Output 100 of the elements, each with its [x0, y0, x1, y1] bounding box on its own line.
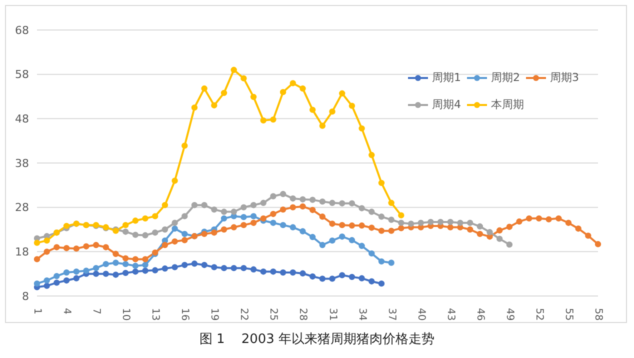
- point: [122, 228, 129, 235]
- point: [329, 220, 336, 227]
- point: [388, 216, 394, 223]
- point: [300, 85, 306, 92]
- y-tick-label: 68: [15, 24, 29, 37]
- point: [44, 248, 50, 255]
- point: [260, 117, 266, 124]
- point: [348, 274, 356, 280]
- point: [112, 272, 119, 278]
- point: [358, 222, 365, 229]
- legend-label: 周期1: [432, 70, 461, 85]
- point: [280, 222, 286, 228]
- point: [319, 122, 326, 129]
- point: [73, 275, 80, 282]
- point: [182, 262, 188, 268]
- point: [506, 241, 513, 248]
- y-tick-label: 48: [15, 112, 29, 126]
- point: [418, 220, 424, 226]
- point: [122, 270, 129, 276]
- point: [172, 220, 178, 226]
- point: [270, 193, 276, 200]
- point: [220, 215, 228, 222]
- point: [172, 226, 178, 232]
- point: [132, 232, 139, 238]
- point: [270, 116, 276, 123]
- point: [211, 102, 218, 108]
- point: [368, 250, 375, 257]
- point: [142, 256, 148, 262]
- point: [348, 237, 356, 244]
- point: [250, 213, 257, 220]
- point: [152, 267, 158, 274]
- point: [92, 264, 100, 272]
- point: [142, 232, 148, 238]
- point: [585, 232, 592, 239]
- point: [565, 220, 572, 226]
- point: [191, 104, 198, 111]
- point: [201, 202, 208, 208]
- point: [260, 215, 266, 222]
- point: [339, 222, 346, 228]
- point: [476, 230, 483, 238]
- point: [280, 269, 286, 276]
- point: [172, 178, 178, 184]
- point: [83, 243, 90, 250]
- point: [132, 262, 139, 269]
- point: [122, 260, 129, 268]
- point: [398, 225, 404, 232]
- point: [191, 202, 198, 208]
- point: [348, 222, 356, 229]
- point: [309, 206, 316, 214]
- point: [408, 220, 414, 227]
- point: [162, 226, 168, 233]
- point: [300, 203, 306, 210]
- point: [54, 244, 60, 250]
- point: [378, 258, 385, 265]
- point: [220, 264, 228, 272]
- point: [172, 264, 178, 270]
- point: [102, 260, 109, 268]
- x-tick-label: 22: [238, 308, 250, 321]
- point: [220, 90, 228, 96]
- point: [92, 270, 100, 277]
- point: [54, 272, 60, 280]
- point: [368, 208, 375, 215]
- point: [368, 224, 375, 231]
- point: [290, 195, 296, 202]
- x-tick-label: 7: [90, 308, 102, 314]
- point: [73, 268, 80, 275]
- point: [388, 200, 394, 206]
- point: [329, 108, 336, 115]
- point: [250, 94, 257, 100]
- x-tick-label: 31: [326, 308, 338, 321]
- x-tick-label: 34: [356, 308, 368, 321]
- point: [182, 230, 188, 238]
- point: [270, 220, 276, 226]
- point: [260, 268, 266, 275]
- point: [496, 236, 503, 242]
- point: [556, 215, 562, 222]
- point: [348, 102, 356, 109]
- point: [250, 202, 257, 208]
- legend-label: 周期4: [432, 97, 461, 112]
- point: [182, 237, 188, 244]
- point: [182, 213, 188, 220]
- point: [309, 234, 316, 240]
- point: [240, 204, 247, 210]
- x-tick-label: 55: [562, 308, 574, 321]
- point: [270, 268, 276, 275]
- point: [152, 230, 158, 236]
- point: [280, 190, 286, 198]
- point: [191, 260, 198, 267]
- point: [182, 142, 188, 149]
- point: [240, 214, 247, 220]
- point: [546, 216, 552, 222]
- point: [447, 224, 454, 230]
- point: [526, 215, 532, 222]
- x-tick-label: 58: [592, 308, 604, 321]
- point: [201, 85, 208, 92]
- point: [536, 215, 542, 222]
- point: [437, 218, 444, 226]
- point: [44, 237, 50, 244]
- point: [172, 238, 178, 245]
- point: [388, 260, 394, 266]
